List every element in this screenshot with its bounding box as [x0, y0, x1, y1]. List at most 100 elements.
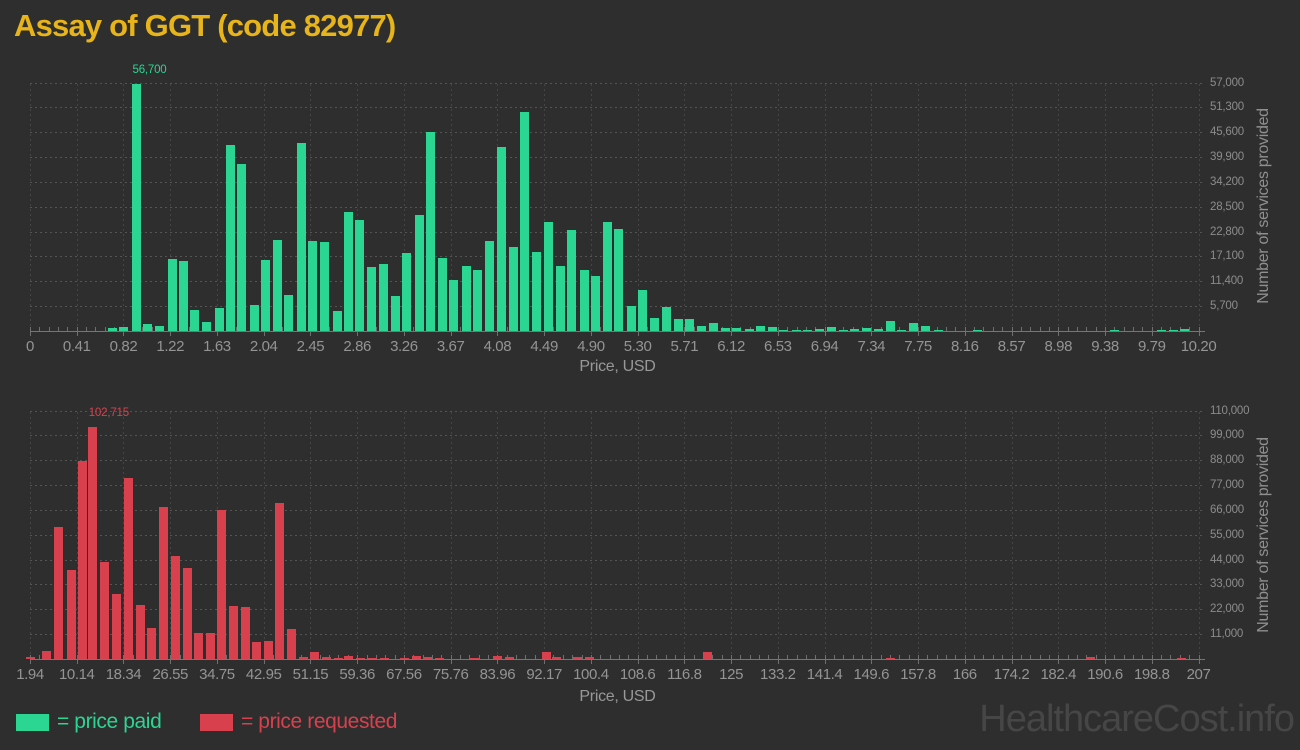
legend-swatch-price-paid [16, 714, 49, 731]
x-tick-label: 100.4 [573, 666, 609, 683]
x-minor-tick [142, 327, 144, 331]
v-gridline [637, 410, 639, 659]
histogram-bar [591, 275, 601, 331]
x-minor-tick [235, 327, 237, 331]
x-minor-tick [441, 655, 443, 659]
histogram-bar [696, 326, 706, 331]
x-minor-tick [927, 655, 929, 659]
x-minor-tick [301, 655, 303, 659]
x-minor-tick [899, 327, 901, 331]
histogram-bar [567, 229, 577, 331]
x-minor-tick [1067, 327, 1069, 331]
histogram-bar [449, 280, 459, 331]
histogram-bar [367, 658, 377, 659]
histogram-bar [638, 290, 648, 331]
x-minor-tick [871, 327, 873, 331]
x-minor-tick [1133, 327, 1135, 331]
x-minor-tick [1030, 655, 1032, 659]
v-gridline [824, 410, 826, 659]
x-major-tick [777, 332, 779, 336]
x-major-tick [123, 660, 125, 664]
x-minor-tick [30, 655, 31, 659]
v-gridline [123, 82, 125, 331]
x-major-tick [777, 660, 779, 664]
histogram-bar [649, 318, 659, 331]
x-tick-label: 18.34 [105, 666, 142, 683]
v-gridline [590, 410, 592, 659]
x-major-tick [216, 660, 218, 664]
x-tick-label: 2.86 [343, 338, 371, 355]
x-major-tick [824, 660, 826, 664]
v-gridline [1105, 82, 1107, 331]
x-major-tick [964, 660, 966, 664]
histogram-bar [399, 657, 409, 659]
x-tick-label: 92.17 [526, 666, 562, 683]
x-minor-tick [936, 327, 938, 331]
histogram-bar [147, 628, 157, 659]
x-minor-tick [843, 655, 845, 659]
x-minor-tick [1151, 655, 1153, 659]
histogram-bar [123, 478, 133, 659]
y-axis-title-top: Number of services provided [1255, 108, 1272, 304]
x-tick-label: 6.53 [764, 338, 792, 355]
y-tick-label: 11,400 [1210, 275, 1244, 288]
v-gridline [310, 410, 312, 659]
y-tick-label: 66,000 [1210, 503, 1244, 516]
x-major-tick [590, 332, 592, 336]
x-minor-tick [553, 327, 555, 331]
y-tick-label: 11,000 [1210, 628, 1244, 641]
x-minor-tick [394, 655, 396, 659]
x-major-tick [871, 332, 873, 336]
x-minor-tick [618, 655, 620, 659]
x-minor-tick [431, 655, 433, 659]
x-minor-tick [805, 327, 807, 331]
x-minor-tick [637, 655, 639, 659]
x-major-tick [731, 332, 733, 336]
v-gridline [777, 82, 779, 331]
v-gridline [777, 410, 779, 659]
x-minor-tick [590, 327, 592, 331]
histogram-bar [497, 146, 507, 331]
y-tick-label: 22,000 [1210, 603, 1244, 616]
x-major-tick [684, 660, 686, 664]
x-tick-label: 108.6 [619, 666, 656, 683]
histogram-bar [520, 112, 530, 331]
v-gridline [30, 82, 31, 331]
histogram-bar [709, 322, 719, 331]
h-gridline [30, 485, 1205, 487]
histogram-bar [272, 239, 282, 331]
x-major-tick [123, 332, 125, 336]
x-major-tick [30, 332, 31, 336]
x-minor-tick [76, 655, 78, 659]
x-minor-tick [1161, 327, 1163, 331]
x-minor-tick [1039, 327, 1041, 331]
x-minor-tick [1198, 655, 1200, 659]
x-tick-label: 116.8 [667, 666, 702, 683]
x-tick-label: 10.20 [1180, 338, 1217, 355]
x-minor-tick [890, 655, 892, 659]
y-tick-label: 33,000 [1210, 578, 1244, 591]
h-gridline [30, 509, 1205, 511]
x-major-tick [544, 660, 546, 664]
x-minor-tick [974, 327, 976, 331]
x-minor-tick [646, 655, 648, 659]
x-minor-tick [992, 655, 994, 659]
v-gridline [1198, 82, 1200, 331]
histogram-bar [423, 657, 433, 659]
histogram-bar [261, 259, 271, 331]
x-minor-tick [48, 327, 50, 331]
x-tick-label: 141.4 [806, 666, 843, 683]
histogram-bar [756, 326, 766, 331]
x-minor-tick [319, 655, 321, 659]
x-major-tick [1198, 660, 1200, 664]
page-title: Assay of GGT (code 82977) [14, 8, 396, 43]
x-minor-tick [86, 327, 88, 331]
x-minor-tick [1105, 327, 1107, 331]
histogram-bar [250, 305, 260, 331]
v-gridline [731, 410, 733, 659]
histogram-bar [179, 261, 188, 331]
x-minor-tick [964, 327, 966, 331]
histogram-bar [1085, 657, 1095, 659]
x-tick-label: 2.45 [296, 338, 325, 355]
histogram-bar [344, 655, 354, 659]
